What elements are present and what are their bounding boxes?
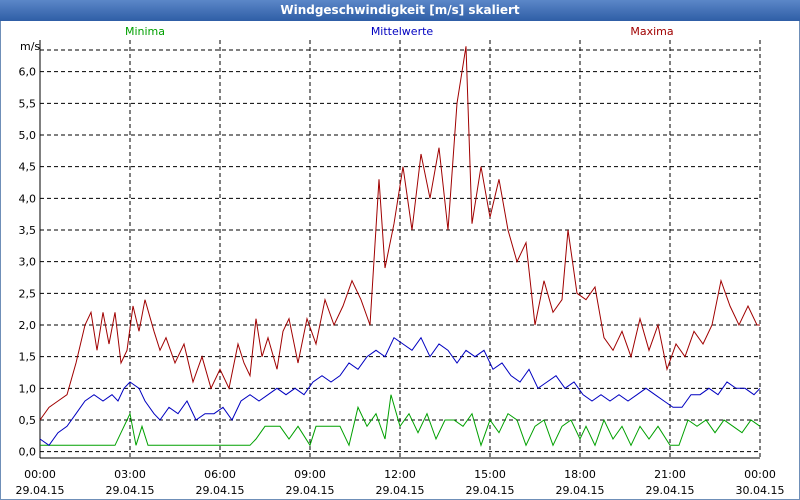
x-tick-time: 09:00 <box>294 468 326 481</box>
x-tick-date: 29.04.15 <box>196 484 245 497</box>
legend-mittelwerte: Mittelwerte <box>371 25 434 38</box>
y-tick-label: 3,0 <box>19 256 37 269</box>
x-tick-date: 29.04.15 <box>376 484 425 497</box>
x-axis-ticks: 00:00 29.04.15 03:00 29.04.15 06:00 29.04.15 0… <box>16 468 785 497</box>
x-tick-time: 21:00 <box>654 468 686 481</box>
x-tick-time: 12:00 <box>384 468 416 481</box>
y-tick-label: 5,0 <box>19 129 37 142</box>
y-tick-label: 2,5 <box>19 287 37 300</box>
series-lines <box>39 46 761 447</box>
x-tick-time: 18:00 <box>564 468 596 481</box>
y-tick-label: 2,0 <box>19 319 37 332</box>
y-tick-label: 0,5 <box>19 414 37 427</box>
legend-minima: Minima <box>125 25 165 38</box>
grid-lines <box>39 40 761 459</box>
x-tick-date: 29.04.15 <box>466 484 515 497</box>
y-tick-label: 1,0 <box>19 382 37 395</box>
x-tick-time: 15:00 <box>474 468 506 481</box>
x-tick-time: 00:00 <box>744 468 776 481</box>
x-tick-time: 06:00 <box>204 468 236 481</box>
x-tick-date: 30.04.15 <box>736 484 785 497</box>
x-tick-date: 29.04.15 <box>16 484 65 497</box>
legend-maxima: Maxima <box>630 25 673 38</box>
y-tick-label: 4,5 <box>19 161 37 174</box>
x-tick-time: 03:00 <box>114 468 146 481</box>
y-axis-label: m/s <box>20 40 40 53</box>
y-tick-label: 5,5 <box>19 97 37 110</box>
chart-title: Windgeschwindigkeit [m/s] skaliert <box>0 0 800 21</box>
y-tick-label: 0,0 <box>19 446 37 459</box>
x-tick-time: 00:00 <box>24 468 56 481</box>
y-tick-label: 1,5 <box>19 351 37 364</box>
series-line-maxima <box>39 46 760 421</box>
y-tick-label: 3,5 <box>19 224 37 237</box>
series-line-minima <box>40 394 761 447</box>
y-tick-label: 6,0 <box>19 66 37 79</box>
y-axis-ticks: 0,0 0,5 1,0 1,5 2,0 2,5 3,0 3,5 4,0 4,5 5,0 5,5 6,0 <box>19 66 37 459</box>
series-line-mittelwerte <box>39 336 761 446</box>
x-tick-date: 29.04.15 <box>556 484 605 497</box>
y-tick-label: 4,0 <box>19 192 37 205</box>
x-tick-date: 29.04.15 <box>646 484 695 497</box>
x-tick-date: 29.04.15 <box>106 484 155 497</box>
x-tick-date: 29.04.15 <box>286 484 335 497</box>
